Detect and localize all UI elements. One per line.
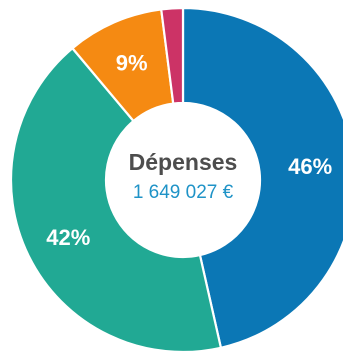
slices-group: [9, 6, 343, 354]
center-total-value: 1 649 027 €: [133, 182, 234, 203]
donut-slice-3: [160, 6, 185, 105]
center-title: Dépenses: [129, 149, 238, 175]
slice-label-0: 46%: [288, 154, 332, 179]
donut-slice-0: [181, 6, 343, 349]
donut-slice-1: [9, 47, 222, 354]
slice-label-2: 9%: [116, 51, 148, 76]
slice-labels-group: 46% 42% 9%: [46, 51, 332, 250]
slice-label-1: 42%: [46, 225, 90, 250]
